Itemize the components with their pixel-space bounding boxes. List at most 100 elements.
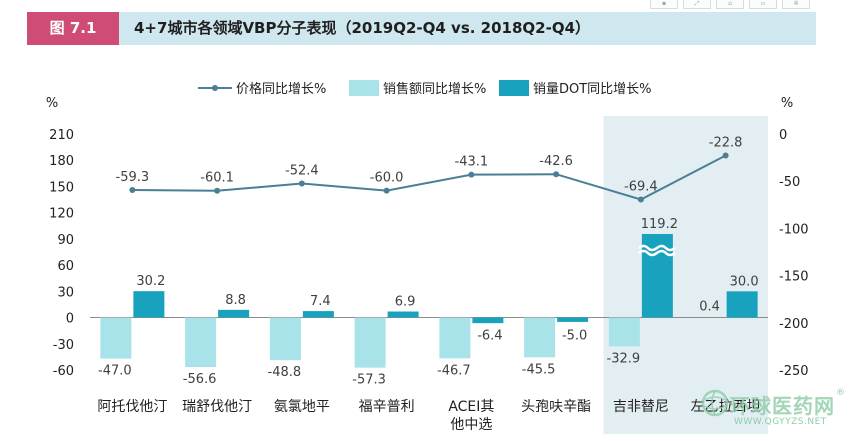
price-growth-point xyxy=(214,187,221,194)
price-growth-label: -69.4 xyxy=(624,180,658,195)
sales-growth-bar xyxy=(185,317,217,368)
dot-growth-label: 119.2 xyxy=(641,217,678,232)
dot-growth-label: -6.4 xyxy=(477,329,502,344)
extra-value-label: 0.4 xyxy=(699,300,720,315)
left-tick-label: 180 xyxy=(49,154,74,169)
price-growth-point xyxy=(468,171,475,178)
category-label: 头孢呋辛酯 xyxy=(521,399,591,415)
left-tick-label: 210 xyxy=(49,128,74,143)
sales-growth-label: -32.9 xyxy=(607,351,641,366)
dot-growth-bar xyxy=(472,317,504,324)
left-tick-label: 90 xyxy=(57,233,74,248)
price-growth-point xyxy=(298,180,305,187)
figure-label: 图 7.1 xyxy=(27,12,119,45)
price-growth-label: -60.1 xyxy=(200,171,234,186)
price-growth-point xyxy=(129,186,136,193)
left-tick-label: 0 xyxy=(66,312,74,327)
registered-mark: ® xyxy=(836,388,845,398)
sales-growth-label: -47.0 xyxy=(98,364,132,379)
sales-growth-label: -57.3 xyxy=(352,373,386,388)
category-label: 氨氯地平 xyxy=(274,399,330,415)
price-growth-point xyxy=(637,196,644,203)
legend-label-sales: 销售额同比增长% xyxy=(383,81,486,97)
highlight-panel xyxy=(603,116,768,434)
right-tick-label: -250 xyxy=(779,364,809,379)
dot-growth-bar xyxy=(133,291,165,318)
right-axis-unit: % xyxy=(781,96,793,111)
expand-icon: ⤢ xyxy=(694,0,700,7)
watermark-name: 环球医药网 xyxy=(730,394,835,418)
toolbar-button-1[interactable]: ▪ xyxy=(650,0,678,9)
price-growth-line xyxy=(132,154,727,201)
dot-growth-label: 8.8 xyxy=(225,293,246,308)
price-growth-label: -59.3 xyxy=(116,170,150,185)
toolbar-button-5[interactable]: ✲ xyxy=(782,0,810,9)
price-growth-label: -52.4 xyxy=(285,163,319,178)
legend-line-dot xyxy=(212,85,218,91)
dot-growth-bar xyxy=(218,309,250,318)
home-icon: ⌂ xyxy=(728,0,732,7)
dot-growth-label: -5.0 xyxy=(562,329,587,344)
right-tick-label: -50 xyxy=(779,175,800,190)
sales-growth-label: -56.6 xyxy=(183,372,217,387)
image-icon: ▪ xyxy=(661,0,667,7)
price-growth-point xyxy=(722,152,729,159)
dot-growth-label: 7.4 xyxy=(310,294,331,309)
right-tick-label: 0 xyxy=(779,128,787,143)
price-growth-label: -42.6 xyxy=(539,154,573,169)
dot-growth-bar xyxy=(302,311,334,318)
left-tick-label: -30 xyxy=(53,338,74,353)
watermark-url: WWW.QGYYZS.NET xyxy=(734,417,827,427)
sales-growth-label: -46.7 xyxy=(437,363,471,378)
price-growth-point xyxy=(553,171,560,178)
category-label: 福辛普利 xyxy=(359,399,415,415)
figure-header: 图 7.1 4+7城市各领域VBP分子表现（2019Q2-Q4 vs. 2018… xyxy=(27,12,816,45)
axis-break-mark xyxy=(638,249,676,257)
dot-growth-bar xyxy=(557,317,589,322)
watermark: 环球医药网 ® WWW.QGYYZS.NET xyxy=(700,388,852,440)
left-tick-label: -60 xyxy=(53,364,74,379)
price-growth-label: -60.0 xyxy=(370,171,404,186)
toolbar-button-3[interactable]: ⌂ xyxy=(716,0,744,9)
toolbar-button-2[interactable]: ⤢ xyxy=(683,0,711,9)
view-toolbar: ▪ ⤢ ⌂ ▫ ✲ xyxy=(650,0,815,9)
dot-growth-bar xyxy=(726,291,758,318)
category-label: 阿托伐他汀 xyxy=(97,399,167,415)
sales-growth-bar xyxy=(100,317,132,359)
sales-growth-bar xyxy=(608,317,640,347)
category-label: 他中选 xyxy=(450,417,492,433)
left-tick-label: 150 xyxy=(49,180,74,195)
sales-growth-bar xyxy=(439,317,471,359)
dot-growth-label: 30.0 xyxy=(730,274,759,289)
figure-title: 4+7城市各领域VBP分子表现（2019Q2-Q4 vs. 2018Q2-Q4） xyxy=(134,19,591,37)
toolbar-button-4[interactable]: ▫ xyxy=(749,0,777,9)
category-label: 吉非替尼 xyxy=(613,399,669,415)
axis-break-mark xyxy=(638,244,676,252)
settings-icon: ✲ xyxy=(793,0,799,7)
dot-growth-label: 30.2 xyxy=(136,274,165,289)
sales-growth-bar xyxy=(524,317,556,358)
sales-growth-label: -45.5 xyxy=(522,362,556,377)
legend-label-dot: 销量DOT同比增长% xyxy=(533,82,652,97)
price-growth-label: -22.8 xyxy=(709,136,743,151)
save-icon: ▫ xyxy=(760,0,766,7)
price-growth-point xyxy=(383,187,390,194)
right-tick-label: -150 xyxy=(779,270,809,285)
category-label: ACEI其 xyxy=(448,399,494,415)
dot-growth-label: 6.9 xyxy=(395,295,416,310)
sales-growth-bar xyxy=(269,317,301,361)
price-growth-label: -43.1 xyxy=(455,155,489,170)
dot-growth-bar xyxy=(387,311,419,318)
right-tick-label: -200 xyxy=(779,317,809,332)
left-tick-label: 60 xyxy=(57,259,74,274)
category-label: 瑞舒伐他汀 xyxy=(182,399,252,415)
legend-swatch-dot xyxy=(499,80,529,96)
legend-label-price: 价格同比增长% xyxy=(236,81,326,97)
legend-swatch-sales xyxy=(349,80,379,96)
right-tick-label: -100 xyxy=(779,222,809,237)
left-tick-label: 120 xyxy=(49,207,74,222)
sales-growth-label: -48.8 xyxy=(268,365,302,380)
left-tick-label: 30 xyxy=(57,285,74,300)
globe-logo-icon xyxy=(701,389,729,417)
